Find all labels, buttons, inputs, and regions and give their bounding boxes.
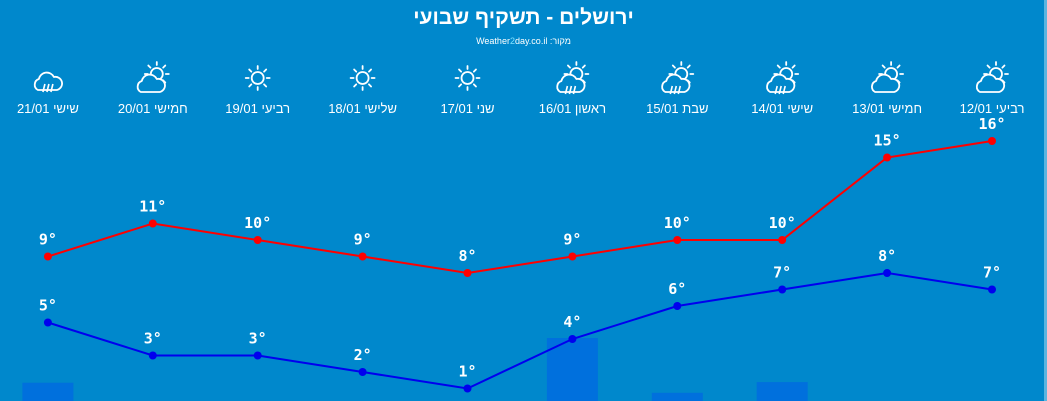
high-temp-point: [988, 137, 996, 145]
high-temp-point: [148, 219, 157, 228]
low-temp-point: [673, 302, 682, 310]
page-title: ירושלים - תשקיף שבועי: [413, 6, 634, 29]
low-temp-label: 2°: [354, 346, 372, 364]
day-label: ראשון 16/01: [539, 101, 606, 116]
low-temp-line: [47, 271, 993, 390]
partly-cloudy-icon: [136, 61, 170, 93]
precip-bar: [651, 392, 703, 401]
precip-bar: [22, 382, 74, 401]
source-label: מקור:: [549, 36, 571, 46]
high-temp-label: 10°: [244, 214, 271, 232]
low-temp-point: [358, 368, 367, 376]
day-label: שישי 21/01: [17, 101, 79, 116]
high-temp-point: [883, 153, 892, 162]
low-temp-point: [883, 269, 892, 277]
partly-cloudy-icon: [871, 61, 904, 93]
scrollbar-edge: [1044, 0, 1047, 401]
low-temp-label: 5°: [39, 297, 57, 315]
high-temp-label: 11°: [139, 198, 166, 216]
low-temp-point: [253, 351, 262, 360]
low-temp-label: 3°: [249, 330, 267, 348]
high-temp-line: [47, 140, 993, 275]
sun-icon: [349, 65, 376, 91]
low-temp-point: [778, 285, 787, 294]
high-temp-label: 10°: [664, 214, 691, 232]
high-temp-point: [568, 252, 577, 261]
low-temp-point: [568, 335, 577, 343]
low-temp-label: 7°: [773, 264, 791, 282]
day-label: רביעי 19/01: [225, 101, 290, 116]
low-temp-point: [148, 351, 157, 360]
sun-cloud-rain-icon: [556, 61, 590, 95]
sun-cloud-rain-icon: [766, 61, 800, 95]
high-temp-label: 15°: [874, 132, 901, 150]
sun-icon: [244, 65, 271, 91]
high-temp-label: 10°: [769, 214, 796, 232]
high-temp-point: [778, 236, 787, 244]
low-temp-point: [988, 285, 996, 294]
high-temp-point: [43, 252, 52, 261]
day-label: חמישי 20/01: [118, 101, 188, 116]
low-temp-label: 4°: [563, 313, 581, 331]
day-label: שלישי 18/01: [328, 101, 397, 116]
precip-bar: [756, 382, 808, 401]
high-temp-label: 8°: [458, 247, 476, 265]
low-temp-point: [43, 318, 52, 327]
cloud-rain-icon: [33, 71, 63, 93]
day-label: שני 17/01: [440, 101, 494, 116]
low-temp-point: [463, 384, 472, 393]
precip-bar: [546, 338, 598, 401]
source-link[interactable]: Weather2day.co.il: [476, 36, 548, 46]
day-label: שבת 15/01: [646, 101, 708, 116]
day-label: חמישי 13/01: [852, 101, 922, 116]
day-label: רביעי 12/01: [960, 101, 1025, 116]
low-temp-label: 7°: [983, 264, 1001, 282]
partly-cloudy-icon: [975, 61, 1009, 93]
high-temp-point: [358, 252, 367, 261]
high-temp-point: [463, 269, 472, 277]
low-temp-label: 3°: [144, 330, 162, 348]
low-temp-label: 6°: [668, 280, 686, 298]
sun-cloud-rain-icon: [661, 61, 695, 95]
high-temp-label: 9°: [354, 231, 372, 249]
sun-icon: [454, 65, 481, 91]
day-label: שישי 14/01: [751, 101, 813, 116]
source-line: מקור: Weather2day.co.il: [0, 36, 1047, 46]
high-temp-point: [673, 236, 682, 244]
low-temp-label: 1°: [458, 363, 476, 381]
low-temp-label: 8°: [878, 247, 896, 265]
high-temp-label: 9°: [39, 231, 57, 249]
high-temp-point: [253, 236, 262, 244]
high-temp-label: 9°: [563, 231, 581, 249]
high-temp-label: 16°: [978, 115, 1005, 133]
